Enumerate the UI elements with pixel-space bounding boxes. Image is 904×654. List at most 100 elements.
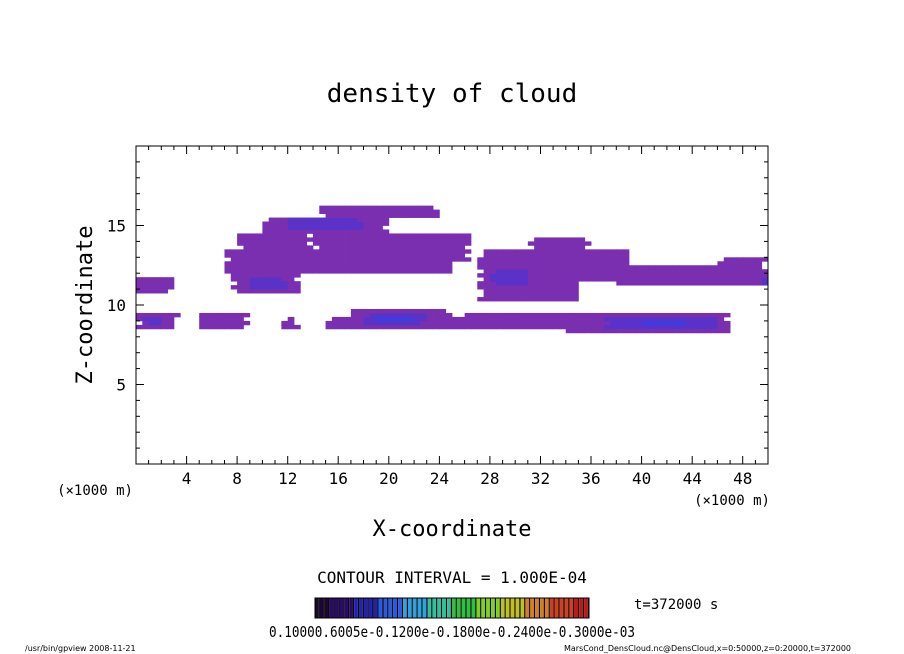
density-cell — [534, 289, 541, 294]
density-cell — [262, 285, 270, 290]
density-cell — [319, 209, 326, 214]
density-cell — [685, 273, 693, 278]
density-cell — [660, 312, 668, 318]
density-cell — [559, 324, 567, 330]
density-cell — [268, 229, 276, 234]
density-cell — [401, 241, 409, 246]
colorbar-separator — [573, 598, 575, 618]
density-cell — [344, 205, 352, 211]
density-cell — [723, 273, 731, 278]
density-cell — [534, 281, 541, 286]
density-cell — [584, 261, 592, 266]
density-cell — [357, 261, 364, 266]
density-cell — [654, 277, 661, 282]
density-cell — [502, 289, 510, 294]
density-cell — [622, 312, 630, 318]
density-cell — [287, 221, 295, 226]
density-cell — [496, 293, 503, 298]
density-cell — [382, 217, 390, 222]
density-cell — [654, 281, 661, 286]
density-cell — [325, 233, 333, 238]
density-cell — [502, 316, 510, 322]
density-cell — [300, 261, 308, 266]
density-cell — [420, 257, 428, 262]
density-cell — [717, 324, 725, 330]
density-cell — [344, 237, 352, 242]
colorbar-swatch — [393, 598, 397, 618]
axis-ticks — [136, 146, 768, 464]
density-cell — [521, 293, 529, 298]
density-cell — [243, 249, 251, 254]
density-cell — [515, 312, 522, 318]
density-cell — [136, 289, 143, 294]
density-cell — [591, 249, 598, 254]
density-cell — [578, 312, 586, 318]
colorbar-separator — [362, 598, 364, 618]
density-cell — [483, 273, 491, 278]
density-cell — [148, 324, 156, 330]
density-cell — [673, 265, 680, 270]
density-cell — [350, 320, 358, 326]
density-cell — [369, 205, 377, 211]
density-cell — [591, 257, 598, 262]
density-cell — [445, 233, 453, 238]
density-cell — [268, 245, 276, 250]
density-cell — [572, 316, 579, 322]
density-cell — [256, 261, 263, 266]
density-cell — [161, 285, 168, 290]
density-cell — [414, 213, 421, 218]
density-cell — [369, 265, 377, 270]
density-cell — [559, 297, 567, 302]
density-cell — [338, 316, 345, 322]
density-cell — [388, 261, 396, 266]
density-cell — [237, 241, 244, 246]
x-unit-right: (×1000 m) — [694, 493, 770, 509]
density-cell — [294, 261, 301, 266]
density-cell — [243, 257, 251, 262]
density-cell — [388, 308, 396, 314]
density-cell — [300, 225, 308, 230]
colorbar-separator — [421, 598, 423, 618]
density-cell — [439, 233, 447, 238]
density-cell — [205, 324, 213, 330]
density-cell — [546, 312, 554, 318]
density-cell — [445, 257, 453, 262]
density-cell — [584, 316, 592, 322]
density-cell — [401, 253, 409, 258]
density-cell — [660, 273, 668, 278]
density-cell — [136, 285, 143, 290]
density-cell — [546, 261, 554, 266]
density-cell — [470, 320, 478, 326]
density-cell — [610, 312, 617, 318]
colorbar-swatch — [349, 598, 353, 618]
density-cell — [464, 233, 472, 238]
density-cell — [755, 257, 763, 262]
density-cell — [249, 233, 257, 238]
colorbar-swatch — [559, 598, 564, 618]
density-cell — [464, 324, 472, 330]
density-cell — [148, 289, 156, 294]
density-cell — [161, 320, 168, 326]
density-cell — [420, 253, 428, 258]
colorbar-separator — [499, 598, 501, 618]
x-tick-label: 36 — [581, 469, 600, 488]
density-cell — [325, 249, 333, 254]
density-cell — [584, 257, 592, 262]
density-cell — [622, 316, 630, 322]
density-cell — [312, 217, 320, 222]
density-cell — [306, 225, 314, 230]
density-cell — [464, 316, 472, 322]
density-cell — [407, 249, 415, 254]
density-cell — [376, 245, 383, 250]
density-cell — [502, 253, 510, 258]
density-cell — [426, 320, 434, 326]
density-cell — [433, 241, 440, 246]
density-cell — [325, 265, 333, 270]
density-cell — [711, 265, 718, 270]
density-cell — [224, 253, 232, 258]
density-cell — [357, 233, 364, 238]
density-cell — [344, 213, 352, 218]
colorbar-separator — [357, 598, 360, 618]
density-cell — [382, 269, 390, 274]
density-cell — [641, 273, 649, 278]
